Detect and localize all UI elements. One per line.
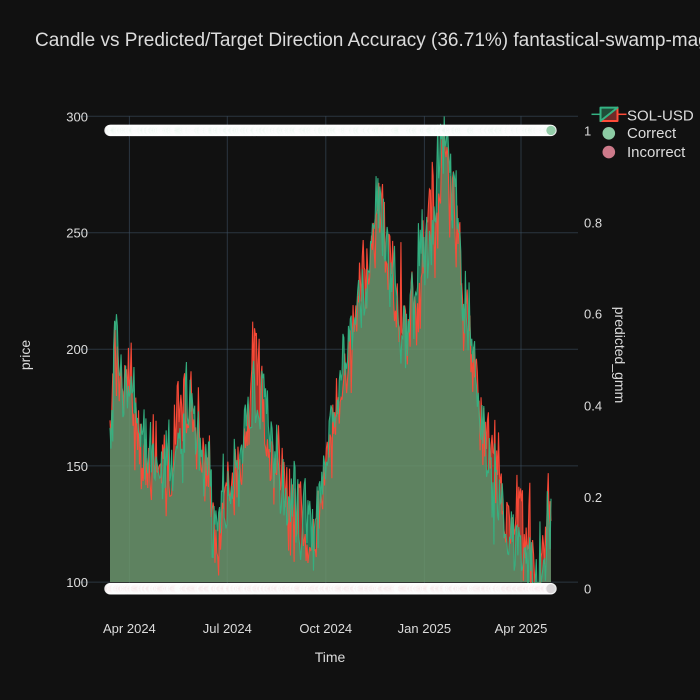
svg-text:1: 1 (584, 123, 591, 138)
svg-text:200: 200 (66, 342, 88, 357)
svg-text:300: 300 (66, 109, 88, 124)
svg-text:Correct: Correct (627, 125, 677, 142)
svg-text:Jul 2024: Jul 2024 (203, 621, 252, 636)
svg-text:0: 0 (584, 582, 591, 597)
svg-text:Incorrect: Incorrect (627, 144, 686, 161)
svg-text:250: 250 (66, 226, 88, 241)
svg-text:Time: Time (315, 649, 346, 665)
svg-text:Apr 2024: Apr 2024 (103, 621, 156, 636)
svg-text:0.4: 0.4 (584, 398, 602, 413)
svg-text:0.6: 0.6 (584, 307, 602, 322)
svg-text:0.2: 0.2 (584, 490, 602, 505)
svg-text:100: 100 (66, 575, 88, 590)
svg-text:Oct 2024: Oct 2024 (299, 621, 352, 636)
svg-text:0.8: 0.8 (584, 215, 602, 230)
svg-text:Jan 2025: Jan 2025 (398, 621, 452, 636)
svg-text:Apr 2025: Apr 2025 (495, 621, 548, 636)
svg-text:price: price (17, 340, 33, 371)
svg-text:predicted_gmm: predicted_gmm (612, 307, 628, 404)
svg-text:SOL-USD: SOL-USD (627, 107, 694, 124)
svg-text:150: 150 (66, 459, 88, 474)
svg-text:Candle vs Predicted/Target Dir: Candle vs Predicted/Target Direction Acc… (35, 30, 700, 51)
